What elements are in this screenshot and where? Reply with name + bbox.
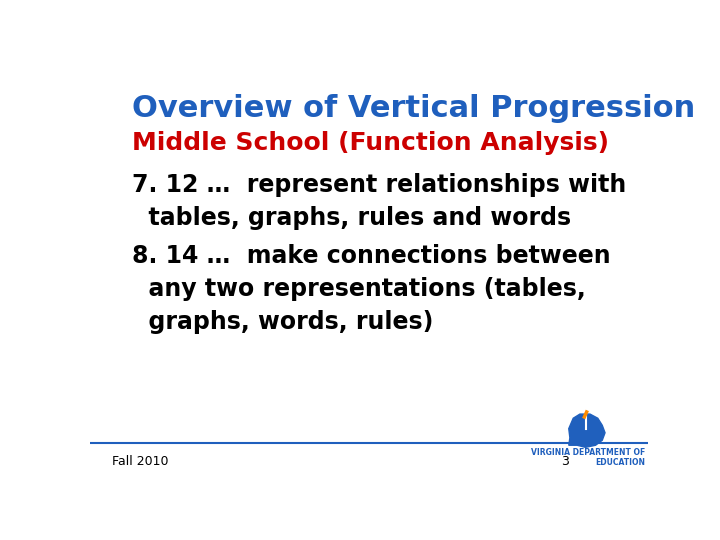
Polygon shape <box>569 414 605 447</box>
Text: Overview of Vertical Progression: Overview of Vertical Progression <box>132 94 695 123</box>
Text: Fall 2010: Fall 2010 <box>112 455 168 468</box>
Text: 3: 3 <box>562 455 570 468</box>
Text: graphs, words, rules): graphs, words, rules) <box>132 310 433 334</box>
Text: any two representations (tables,: any two representations (tables, <box>132 277 585 301</box>
Text: 7. 12 …  represent relationships with: 7. 12 … represent relationships with <box>132 173 626 197</box>
Text: Middle School (Function Analysis): Middle School (Function Analysis) <box>132 131 609 156</box>
Text: tables, graphs, rules and words: tables, graphs, rules and words <box>132 206 571 230</box>
Text: 8. 14 …  make connections between: 8. 14 … make connections between <box>132 244 611 268</box>
Text: VIRGINIA DEPARTMENT OF
EDUCATION: VIRGINIA DEPARTMENT OF EDUCATION <box>531 448 645 468</box>
